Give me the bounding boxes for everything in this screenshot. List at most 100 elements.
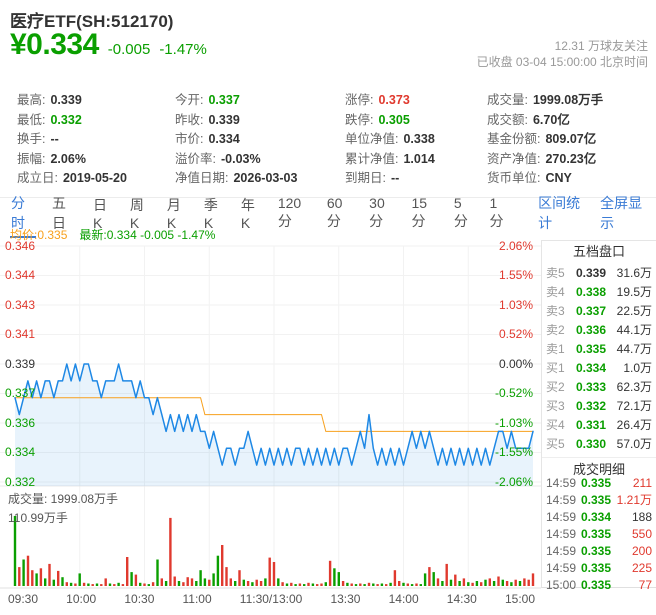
- volume-bar: [523, 578, 526, 586]
- orderbook-row-buy2[interactable]: 买2 0.333 62.3万: [546, 379, 652, 395]
- volume-bar: [385, 584, 388, 586]
- stat-nav-date: 净值日期: 2026-03-03: [175, 171, 298, 186]
- volume-bar: [354, 584, 358, 586]
- page-title: 医疗ETF(SH:512170): [10, 12, 174, 31]
- y-axis-label: 0.346: [5, 239, 36, 253]
- orderbook-row-buy3[interactable]: 买3 0.332 72.1万: [546, 398, 652, 414]
- stat-maturity-date: 到期日: --: [345, 171, 400, 186]
- volume-bar: [78, 573, 81, 586]
- volume-bar: [39, 568, 43, 586]
- orderbook-row-sell4[interactable]: 卖4 0.338 19.5万: [546, 284, 652, 300]
- volume-bar: [380, 583, 384, 586]
- range-stats-link[interactable]: 区间统计: [538, 194, 581, 231]
- tab-daily-k[interactable]: 日K: [92, 196, 107, 231]
- price-change: -0.005: [107, 41, 151, 58]
- volume-bar: [242, 579, 245, 586]
- stats-grid: 最高: 0.339 今开: 0.337 涨停: 0.373 成交量: 1999.08万手…: [0, 89, 656, 187]
- volume-bar: [87, 583, 90, 586]
- volume-bar: [488, 578, 491, 586]
- stat-prev-close: 昨收: 0.339: [175, 112, 240, 127]
- volume-bar: [26, 555, 30, 586]
- tab-5min[interactable]: 5分: [453, 194, 468, 229]
- tab-60min[interactable]: 60分: [326, 194, 343, 229]
- volume-bar: [82, 582, 86, 586]
- volume-bar: [65, 582, 68, 586]
- volume-bar: [303, 584, 306, 586]
- volume-bar: [462, 578, 466, 586]
- volume-bar: [350, 583, 353, 586]
- orderbook-row-sell5[interactable]: 卖5 0.339 31.6万: [546, 265, 652, 281]
- tab-30min[interactable]: 30分: [369, 194, 385, 229]
- volume-bar: [281, 582, 284, 586]
- orderbook-row-sell2[interactable]: 卖2 0.336 44.1万: [546, 322, 652, 338]
- volume-bar: [441, 581, 444, 586]
- volume-bar: [497, 576, 500, 586]
- orderbook-title: 五档盘口: [572, 244, 625, 259]
- y-axis-label: 0.336: [5, 416, 36, 430]
- tab-yearly-k[interactable]: 年K: [240, 196, 255, 231]
- volume-bar: [22, 559, 25, 586]
- pct-axis-label: 2.06%: [498, 239, 533, 253]
- tab-monthly-k[interactable]: 月K: [166, 196, 181, 231]
- stat-amplitude: 振幅: 2.06%: [17, 151, 86, 166]
- market-status: 已收盘 03-04 15:00:00 北京时间: [476, 55, 648, 69]
- volume-bar: [285, 583, 289, 586]
- volume-bar: [156, 559, 159, 586]
- volume-bar: [410, 584, 414, 586]
- volume-bar: [363, 584, 366, 586]
- orderbook-row-sell3[interactable]: 卖3 0.337 22.5万: [546, 303, 652, 319]
- x-axis-tick: 15:00: [504, 592, 535, 606]
- chart-legend: 均价:0.335 最新:0.334 -0.005 -1.47%: [10, 226, 215, 243]
- orderbook-row-buy5[interactable]: 买5 0.330 57.0万: [546, 436, 652, 452]
- volume-bar: [484, 579, 487, 586]
- x-axis-tick: 11:30/13:00: [239, 592, 303, 606]
- volume-bar: [272, 562, 276, 586]
- volume-bar: [393, 570, 397, 586]
- stat-cum-nav: 累计净值: 1.014: [345, 151, 435, 166]
- volume-bar: [311, 583, 315, 586]
- volume-bar: [501, 579, 504, 586]
- volume-bar: [169, 517, 172, 586]
- tab-120min[interactable]: 120分: [277, 194, 302, 229]
- legend-latest-price: 最新:0.334 -0.005 -1.47%: [79, 228, 216, 242]
- volume-bar: [104, 578, 107, 586]
- timeshare-chart[interactable]: [0, 240, 541, 592]
- volume-bar: [147, 584, 150, 586]
- x-axis-tick: 14:00: [388, 592, 419, 606]
- volume-bar: [203, 578, 207, 586]
- volume-bar: [333, 568, 336, 586]
- volume-bar: [251, 582, 254, 586]
- volume-bar: [126, 557, 129, 586]
- volume-bar: [216, 555, 220, 586]
- volume-bar: [510, 582, 513, 586]
- orderbook-row-buy1[interactable]: 买1 0.334 1.0万: [546, 360, 652, 376]
- stat-limit-up: 涨停: 0.373: [345, 93, 410, 108]
- volume-bar: [527, 579, 530, 586]
- stat-open: 今开: 0.337: [175, 93, 240, 108]
- stat-premium-rate: 溢价率: -0.03%: [175, 151, 261, 166]
- volume-bar: [277, 578, 280, 586]
- volume-bar: [100, 584, 103, 586]
- tab-15min[interactable]: 15分: [411, 194, 428, 229]
- volume-bar: [475, 581, 479, 586]
- tab-quarterly-k[interactable]: 季K: [203, 196, 218, 231]
- orderbook-row-buy4[interactable]: 买4 0.331 26.4万: [546, 417, 652, 433]
- orderbook-row-sell1[interactable]: 卖1 0.335 44.7万: [546, 341, 652, 357]
- volume-bar: [117, 582, 120, 586]
- tab-timeshare[interactable]: 分时: [10, 188, 36, 238]
- stat-fund-shares: 基金份额: 809.07亿: [487, 132, 597, 147]
- tab-weekly-k[interactable]: 周K: [129, 196, 144, 231]
- stat-market-price: 市价: 0.334: [175, 132, 240, 147]
- volume-bar: [57, 570, 60, 586]
- price-block: ¥0.334 -0.005 -1.47%: [10, 28, 207, 62]
- stat-volume: 成交量: 1999.08万手: [487, 93, 604, 108]
- volume-bar: [259, 581, 263, 586]
- volume-bar: [458, 581, 461, 586]
- volume-bar: [402, 582, 405, 586]
- tab-1min[interactable]: 1分: [489, 194, 504, 229]
- volume-bar: [316, 584, 319, 586]
- volume-bar: [91, 584, 94, 586]
- fullscreen-link[interactable]: 全屏显示: [600, 194, 643, 231]
- tab-5day[interactable]: 五日: [51, 194, 66, 231]
